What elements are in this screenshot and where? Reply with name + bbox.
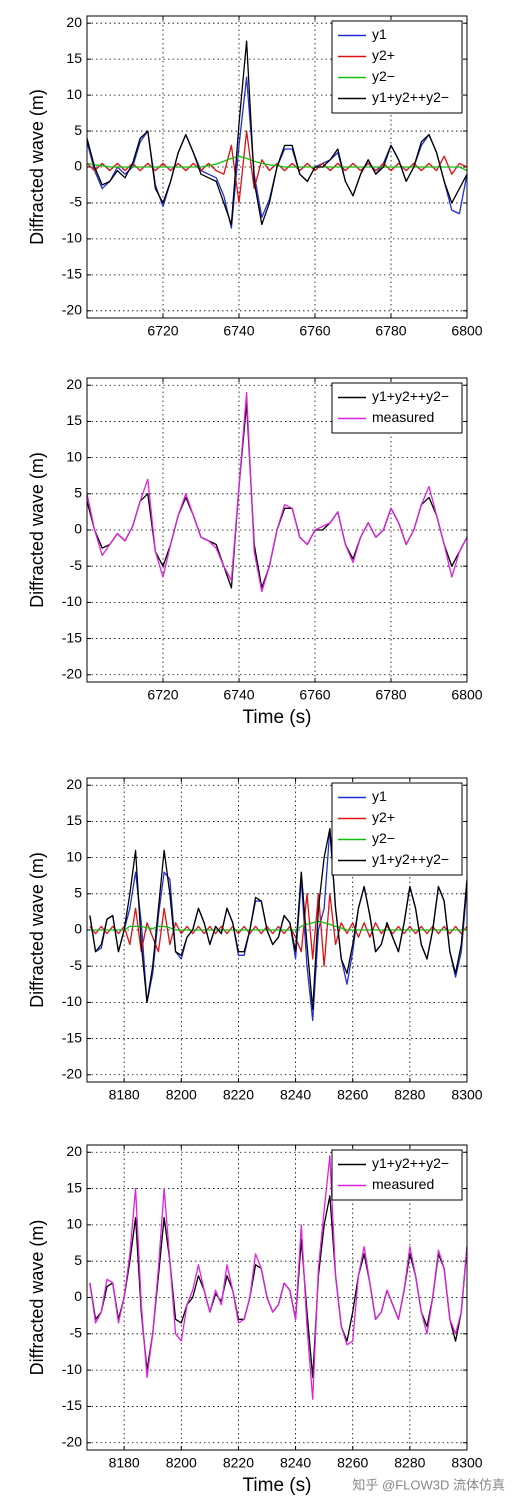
chart: -20 -15 -10 -5 0 5 10 15 20 8180 8200 8220 8240 8260 8… (27, 1143, 483, 1496)
y-tick-label: -10 (62, 593, 82, 609)
x-tick-label: 6720 (147, 323, 178, 339)
plot-frame (86, 1144, 468, 1451)
y-tick-label: -15 (62, 1029, 82, 1045)
legend-label: y1+y2++y2− (372, 388, 449, 404)
x-tick-label: 6760 (299, 687, 330, 703)
legend-box (331, 20, 463, 114)
legend-box (331, 1149, 463, 1201)
y-tick-label: -5 (70, 557, 83, 573)
y-tick-label: -5 (70, 957, 83, 973)
data-line (87, 391, 467, 593)
y-tick-label: 5 (74, 885, 82, 901)
x-tick-label: 6740 (223, 687, 254, 703)
x-tick-label: 8240 (280, 1087, 311, 1103)
legend-label: measured (372, 409, 434, 425)
y-tick-label: 15 (66, 1179, 82, 1195)
x-tick-label: 6740 (223, 323, 254, 339)
data-line (89, 920, 467, 931)
x-tick-label: 8260 (337, 1087, 368, 1103)
y-tick-label: 10 (66, 86, 82, 102)
x-tick-label: 8180 (109, 1087, 140, 1103)
y-tick-label: 15 (66, 412, 82, 428)
y-tick-label: 10 (66, 1216, 82, 1232)
y-tick-label: -10 (62, 230, 82, 246)
plot-frame (86, 377, 468, 683)
legend-label: y1+y2++y2− (372, 1155, 449, 1171)
x-tick-label: 6800 (451, 323, 482, 339)
y-tick-label: -5 (70, 1325, 83, 1341)
legend-label: y1 (372, 788, 387, 804)
y-tick-label: -15 (62, 629, 82, 645)
plot-frame (86, 15, 468, 319)
legend-box (331, 382, 463, 434)
y-tick-label: -15 (62, 266, 82, 282)
data-line (89, 828, 467, 1011)
x-tick-label: 6720 (147, 687, 178, 703)
y-tick-label: -5 (70, 194, 83, 210)
y-tick-label: 5 (74, 1252, 82, 1268)
legend-label: y2+ (372, 809, 395, 825)
data-line (89, 1155, 467, 1400)
y-tick-label: -10 (62, 993, 82, 1009)
y-tick-label: -20 (62, 665, 82, 681)
data-line (89, 893, 467, 967)
x-tick-label: 8260 (337, 1455, 368, 1471)
y-axis-label: Diffracted wave (m) (27, 452, 47, 608)
y-tick-label: 20 (66, 776, 82, 792)
y-axis-label: Diffracted wave (m) (27, 89, 47, 245)
legend-label: y1 (372, 26, 387, 42)
y-axis-label: Diffracted wave (m) (27, 1220, 47, 1376)
y-tick-label: 0 (74, 521, 82, 537)
legend-label: y2− (372, 68, 395, 84)
x-axis-label: Time (s) (243, 1475, 312, 1496)
legend-label: measured (372, 1176, 434, 1192)
legend-box (331, 782, 463, 876)
x-tick-label: 6760 (299, 323, 330, 339)
x-tick-label: 8200 (166, 1087, 197, 1103)
x-tick-label: 8220 (223, 1455, 254, 1471)
legend-label: y2− (372, 830, 395, 846)
y-tick-label: 0 (74, 158, 82, 174)
y-tick-label: 20 (66, 376, 82, 392)
x-tick-label: 8200 (166, 1455, 197, 1471)
y-tick-label: 15 (66, 812, 82, 828)
y-tick-label: 10 (66, 848, 82, 864)
y-tick-label: 20 (66, 14, 82, 30)
x-axis-label: Time (s) (243, 707, 312, 728)
y-axis-label: Diffracted wave (m) (27, 852, 47, 1008)
y-tick-label: 5 (74, 122, 82, 138)
x-tick-label: 8220 (223, 1087, 254, 1103)
x-tick-label: 6780 (375, 323, 406, 339)
x-tick-label: 8300 (451, 1455, 482, 1471)
x-tick-label: 8280 (394, 1087, 425, 1103)
y-tick-label: -20 (62, 1433, 82, 1449)
y-tick-label: -20 (62, 302, 82, 318)
y-tick-label: -10 (62, 1361, 82, 1377)
watermark: 知乎 @FLOW3D 流体仿真 (352, 1477, 505, 1492)
chart: -20 -15 -10 -5 0 5 10 15 20 8180 8200 8220 8240 8260 8… (27, 776, 483, 1103)
y-tick-label: 15 (66, 50, 82, 66)
legend-label: y1+y2++y2− (372, 851, 449, 867)
y-tick-label: -15 (62, 1397, 82, 1413)
legend-label: y2+ (372, 47, 395, 63)
y-tick-label: -20 (62, 1065, 82, 1081)
y-tick-label: 0 (74, 921, 82, 937)
y-tick-label: 20 (66, 1143, 82, 1159)
chart: -20 -15 -10 -5 0 5 10 15 20 6720 6740 6760 6780 6800 D… (27, 376, 483, 728)
x-tick-label: 8180 (109, 1455, 140, 1471)
y-tick-label: 10 (66, 448, 82, 464)
data-line (87, 130, 467, 204)
x-tick-label: 6800 (451, 687, 482, 703)
x-tick-label: 8300 (451, 1087, 482, 1103)
legend-label: y1+y2++y2− (372, 89, 449, 105)
chart: -20 -15 -10 -5 0 5 10 15 20 6720 6740 6760 6780 6800 D… (27, 14, 483, 339)
data-line (87, 40, 467, 226)
y-tick-label: 0 (74, 1288, 82, 1304)
plot-frame (86, 777, 468, 1083)
x-tick-label: 8280 (394, 1455, 425, 1471)
y-tick-label: 5 (74, 485, 82, 501)
x-tick-label: 8240 (280, 1455, 311, 1471)
x-tick-label: 6780 (375, 687, 406, 703)
